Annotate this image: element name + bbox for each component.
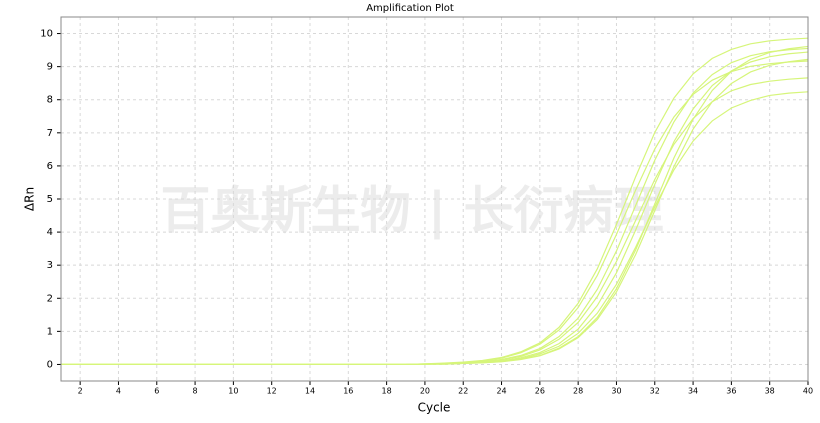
x-tick-label: 4 [116,387,121,396]
y-axis-label: ΔRn [23,187,37,211]
x-tick-label: 32 [650,387,660,396]
x-tick-label: 24 [496,387,506,396]
x-tick-label: 14 [305,387,315,396]
y-tick-label: 3 [47,260,53,271]
y-tick-label: 6 [47,161,53,172]
x-tick-label: 6 [154,387,159,396]
x-tick-label: 8 [193,387,198,396]
y-tick-label: 2 [47,293,53,304]
amplification-curve [61,60,809,366]
y-tick-label: 8 [47,95,53,106]
x-tick-label: 10 [228,387,238,396]
x-tick-label: 16 [343,387,353,396]
x-tick-label: 38 [765,387,775,396]
watermark: 百奥斯生物 | 长衍病理 [160,182,663,240]
x-tick-label: 12 [267,387,277,396]
x-tick-label: 30 [611,387,621,396]
y-tick-label: 0 [47,359,53,370]
x-tick-label: 34 [688,387,698,396]
x-tick-label: 2 [78,387,83,396]
x-tick-label: 20 [420,387,430,396]
x-tick-label: 36 [726,387,736,396]
x-tick-label: 18 [382,387,392,396]
y-tick-label: 5 [47,194,53,205]
x-tick-label: 22 [458,387,468,396]
y-tick-label: 7 [47,128,53,139]
plot-frame [60,16,809,382]
y-tick-label: 10 [40,29,53,40]
x-tick-label: 40 [803,387,813,396]
x-tick-label: 28 [573,387,583,396]
chart-title: Amplification Plot [366,3,454,14]
x-tick-label: 26 [535,387,545,396]
y-tick-label: 4 [47,227,53,238]
y-tick-label: 9 [47,62,53,73]
y-tick-label: 1 [47,326,53,337]
x-axis-label: Cycle [418,401,451,415]
